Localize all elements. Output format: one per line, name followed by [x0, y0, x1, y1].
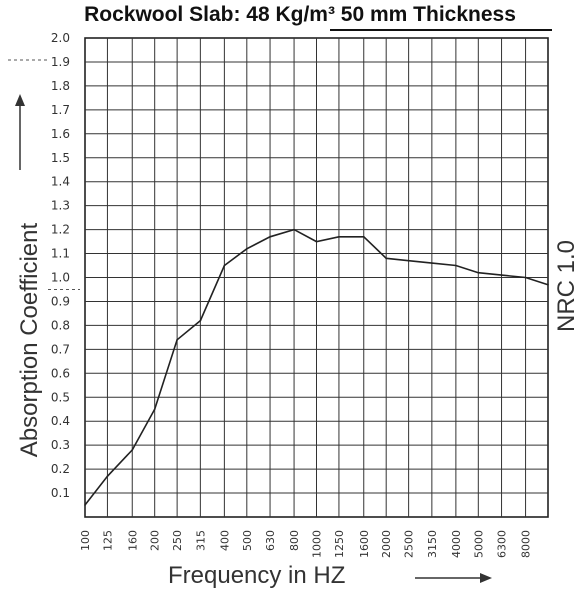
x-tick-labels: 100 125 160 200 250 315 400 500 630 800 1000 1250 16…: [79, 530, 533, 558]
data-point: [131, 449, 134, 451]
y-tick-label: 1.2: [51, 223, 70, 237]
data-point: [407, 259, 410, 262]
data-point: [547, 283, 549, 286]
y-tick-labels: 0.1 0.2 0.3 0.4 0.5 0.6 0.7 0.8 0.9 1.0 1.1 1.2 1.3 1…: [8, 31, 80, 500]
x-arrow-head: [480, 573, 492, 583]
x-tick-label: 2500: [403, 530, 416, 558]
x-tick-label: 5000: [472, 530, 485, 558]
x-tick-label: 315: [194, 530, 207, 551]
x-tick-label: 4000: [450, 530, 463, 558]
y-tick-label: 1.3: [51, 199, 70, 213]
x-tick-label: 1000: [311, 530, 324, 558]
y-tick-label: 0.1: [51, 486, 70, 500]
x-tick-label: 6300: [496, 530, 509, 558]
y-tick-label: 0.5: [51, 390, 70, 404]
data-point: [455, 264, 457, 267]
data-point: [362, 235, 365, 238]
x-tick-label: 1250: [333, 530, 346, 558]
data-point: [431, 262, 433, 264]
y-tick-label: 0.7: [51, 342, 70, 356]
data-point: [223, 264, 226, 267]
x-tick-label: 1600: [358, 530, 371, 558]
y-tick-label: 0.8: [51, 318, 70, 332]
x-tick-label: 100: [79, 530, 92, 551]
data-series: [84, 228, 549, 506]
data-point: [153, 408, 156, 411]
y-tick-label: 2.0: [51, 31, 70, 45]
y-axis-label: Absorption Coefficient: [16, 222, 43, 458]
y-tick-label: 1.8: [51, 79, 70, 93]
data-point: [338, 235, 340, 238]
title-underline: [330, 29, 552, 31]
data-point: [524, 276, 527, 279]
axis-arrows: [15, 94, 492, 583]
x-tick-label: 500: [241, 530, 254, 551]
data-point: [385, 257, 387, 260]
y-tick-label: 1.7: [51, 103, 70, 117]
y-tick-label: 0.3: [51, 438, 70, 452]
x-tick-label: 2000: [380, 530, 393, 558]
y-tick-label: 1.1: [51, 247, 70, 261]
x-tick-label: 3150: [426, 530, 439, 558]
y-tick-label: 1.6: [51, 127, 70, 141]
x-tick-label: 630: [264, 530, 277, 551]
x-tick-label: 250: [171, 530, 184, 551]
data-point: [293, 228, 295, 231]
y-tick-label: 1.9: [51, 55, 70, 69]
data-point: [106, 475, 109, 478]
data-point: [269, 235, 271, 238]
x-tick-label: 400: [218, 530, 231, 551]
data-point: [477, 271, 480, 274]
x-axis-label: Frequency in HZ: [168, 562, 346, 589]
data-point: [199, 319, 202, 322]
grid-lines: [84, 37, 549, 518]
x-tick-label: 200: [149, 530, 162, 551]
x-tick-label: 125: [101, 530, 114, 551]
data-point: [176, 338, 178, 341]
nrc-label: NRC 1.0: [553, 239, 580, 333]
data-point: [246, 247, 248, 250]
y-arrow-head: [15, 94, 25, 106]
data-point: [84, 504, 86, 506]
data-point: [500, 274, 503, 276]
y-tick-label: 1.0: [51, 271, 70, 285]
data-point: [315, 240, 318, 243]
y-tick-label: 0.2: [51, 462, 70, 476]
chart-title: Rockwool Slab: 48 Kg/m³ 50 mm Thickness: [84, 3, 516, 26]
x-tick-label: 160: [126, 530, 139, 551]
y-tick-label: 0.4: [51, 414, 70, 428]
x-tick-label: 800: [288, 530, 301, 551]
y-tick-label: 0.9: [51, 294, 70, 308]
y-tick-label: 1.5: [51, 151, 70, 165]
y-tick-label: 0.6: [51, 366, 70, 380]
y-tick-label: 1.4: [51, 175, 70, 189]
x-tick-label: 8000: [520, 530, 533, 558]
